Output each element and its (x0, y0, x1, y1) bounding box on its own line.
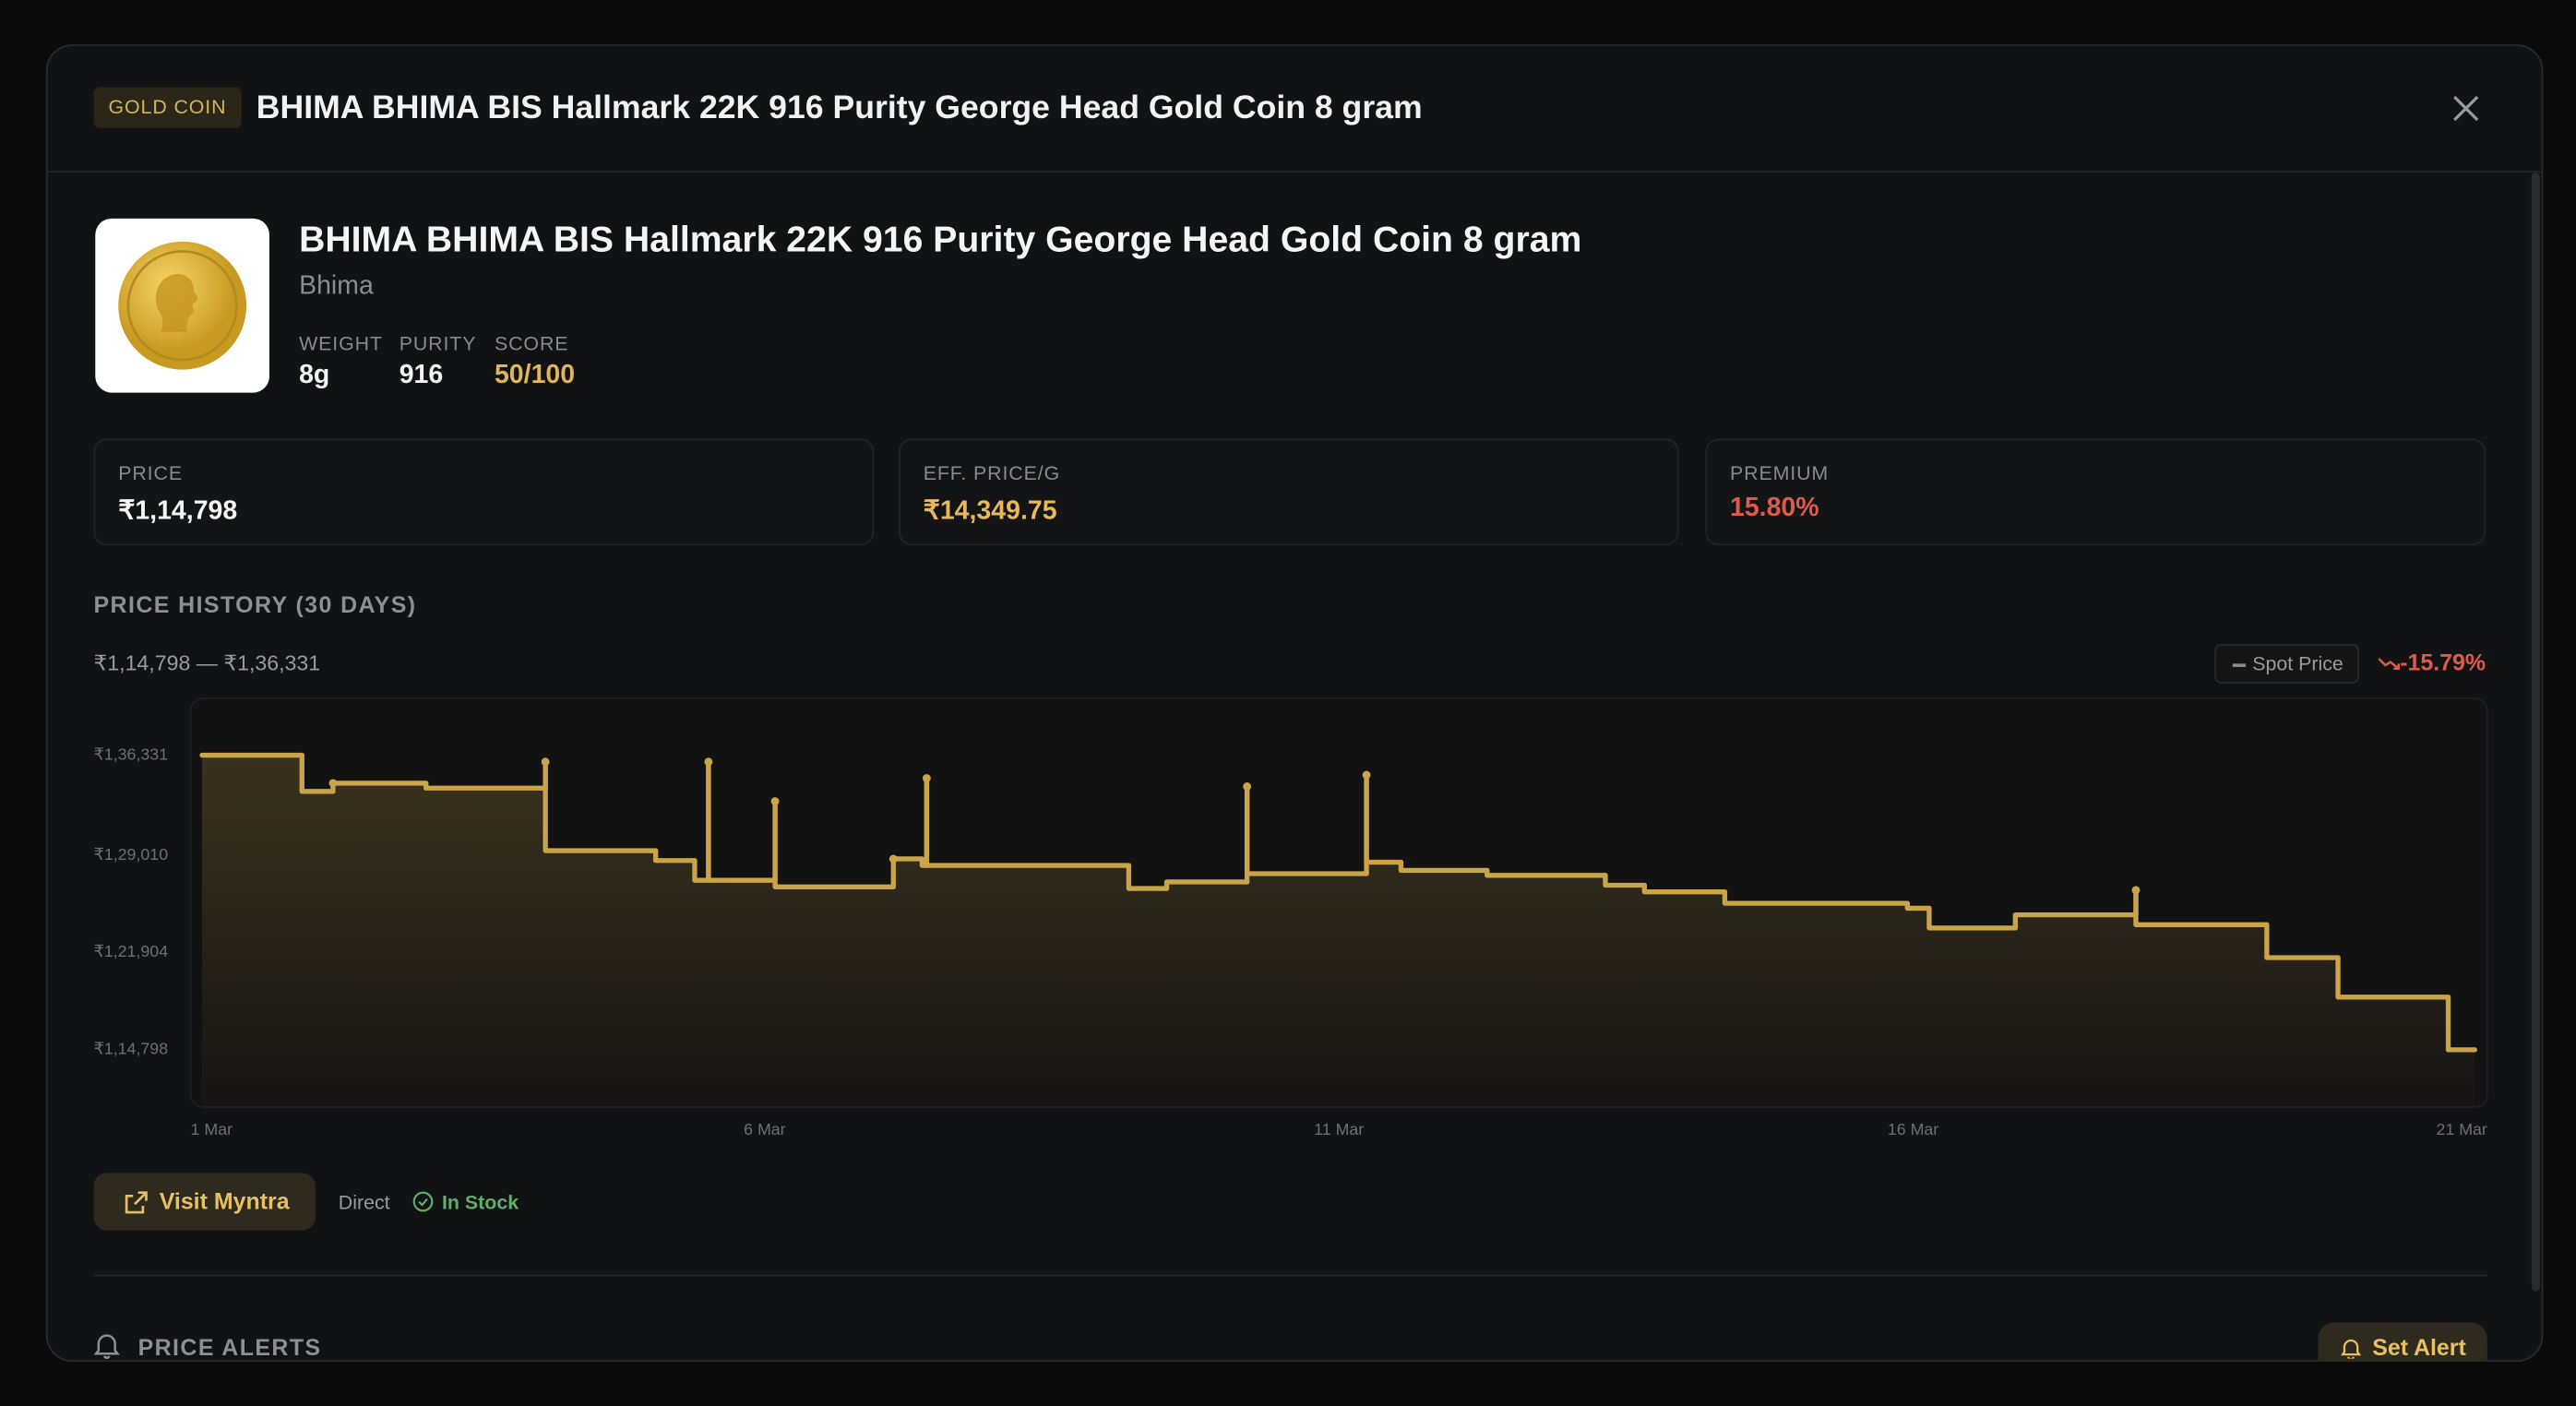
line-segment (924, 775, 1132, 868)
peak-dot (770, 797, 780, 805)
line-segment (1398, 859, 1490, 874)
line-segment (692, 858, 711, 883)
line-segment (652, 848, 698, 864)
line-segment (2335, 955, 2451, 1000)
legend-swatch (2232, 663, 2247, 667)
spec-value: 8g (299, 361, 330, 390)
x-tick-label: 11 Mar (1314, 1120, 1364, 1138)
line-segment (2133, 888, 2270, 927)
y-tick-label: ₹1,36,331 (93, 745, 168, 763)
spec-value: 50/100 (494, 361, 576, 390)
change-value: -15.79% (2400, 649, 2487, 675)
line-segment (2445, 995, 2477, 1053)
peak-dot (328, 779, 338, 788)
spec-label: PURITY (399, 331, 477, 355)
modal: GOLD COIN BHIMA BHIMA BIS Hallmark 22K 9… (45, 44, 2544, 1363)
stat-label: EFF. PRICE/G (923, 461, 1061, 485)
stat-label: PREMIUM (1729, 461, 1830, 485)
line-segment (1926, 905, 2018, 931)
scrollbar (2531, 172, 2540, 1292)
peak-dot (2131, 886, 2141, 895)
set-alert-label: Set Alert (2372, 1333, 2466, 1361)
stat-card: PREMIUM 15.80% (1705, 438, 2487, 546)
line-segment (1163, 879, 1250, 891)
y-tick-label: ₹1,29,010 (93, 845, 168, 864)
line-segment (1603, 873, 1647, 888)
external-icon (125, 1191, 148, 1214)
peak-dot (922, 774, 931, 783)
header-bar (47, 46, 2542, 173)
bell-icon (93, 1334, 120, 1359)
change: -15.79% (2377, 649, 2487, 675)
coin (118, 241, 247, 370)
line-segment (423, 780, 548, 791)
stock-icon (412, 1191, 434, 1212)
x-tick-label: 6 Mar (744, 1120, 786, 1138)
y-tick-label: ₹1,14,798 (93, 1040, 168, 1058)
alerts-heading: PRICE ALERTS (137, 1333, 322, 1361)
stock-status: In Stock (441, 1190, 519, 1214)
header-title: BHIMA BHIMA BIS Hallmark 22K 916 Purity … (256, 89, 1423, 127)
legend-label: Spot Price (2252, 651, 2343, 675)
close-button[interactable] (2451, 93, 2481, 123)
channel: Direct (338, 1190, 390, 1214)
peak-dot (1362, 770, 1371, 780)
line-segment (1244, 783, 1369, 876)
stat-card: PRICE ₹1,14,798 (93, 438, 875, 546)
stat-label: PRICE (118, 461, 183, 485)
product-image (95, 218, 270, 393)
spec-label: SCORE (494, 331, 569, 355)
visit-button[interactable]: Visit Myntra (93, 1173, 316, 1231)
line-segment (772, 798, 896, 889)
alert-icon (2340, 1339, 2362, 1359)
section-heading: PRICE HISTORY (30 DAYS) (93, 591, 417, 618)
stat-value: ₹1,14,798 (118, 497, 238, 526)
line-segment (706, 759, 778, 883)
price-chart: ₹1,14,798 ₹1,21,904 ₹1,29,010 ₹1,36,331 1 Ma… (93, 697, 2488, 1138)
line-segment (2264, 922, 2341, 960)
spec-label: WEIGHT (299, 331, 383, 355)
line-segment (2012, 912, 2139, 931)
visit-label: Visit Myntra (159, 1187, 290, 1214)
line-segment (1364, 772, 1404, 865)
spec-value: 916 (399, 361, 444, 390)
price-range: ₹1,14,798 — ₹1,36,331 (93, 650, 321, 675)
peak-dot (541, 757, 550, 767)
peak-dot (704, 757, 713, 767)
trend-icon (2378, 658, 2400, 671)
area-fill (201, 755, 2475, 1108)
badge: GOLD COIN (93, 87, 242, 128)
line-segment (1126, 863, 1170, 891)
legend[interactable]: Spot Price (2214, 643, 2360, 684)
peak-dot (888, 854, 898, 864)
x-tick-label: 1 Mar (191, 1120, 233, 1138)
line-segment (299, 752, 336, 794)
divider (93, 1274, 2487, 1277)
line-segment (1904, 900, 1932, 912)
x-tick-label: 21 Mar (2436, 1120, 2487, 1138)
peak-dot (1243, 782, 1252, 791)
brand: Bhima (299, 272, 374, 301)
line-segment (543, 759, 659, 853)
line-segment (1641, 882, 1728, 895)
stat-value: ₹14,349.75 (923, 497, 1057, 526)
set-alert-button[interactable]: Set Alert (2318, 1322, 2487, 1361)
y-tick-label: ₹1,21,904 (93, 942, 168, 960)
stat-card: EFF. PRICE/G ₹14,349.75 (898, 438, 1679, 546)
line-segment (1722, 888, 1910, 906)
product-title: BHIMA BHIMA BIS Hallmark 22K 916 Purity … (299, 218, 1582, 260)
x-tick-label: 16 Mar (1888, 1120, 1938, 1138)
line-segment (1485, 867, 1608, 878)
stat-value: 15.80% (1729, 494, 1819, 523)
